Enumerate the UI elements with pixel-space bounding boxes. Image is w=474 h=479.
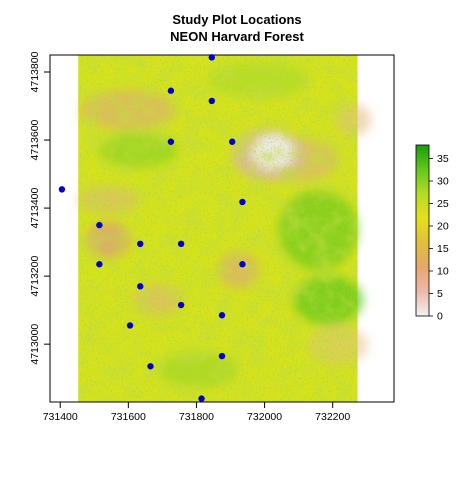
study-plot-point xyxy=(177,301,185,309)
study-plot-point xyxy=(58,186,66,193)
study-plot-point xyxy=(218,352,226,360)
study-plot-point xyxy=(137,283,144,290)
legend-tick-label: 10 xyxy=(437,266,449,278)
study-plot-point xyxy=(126,322,134,329)
y-axis: 4713000 4713200 4713400 4713600 4713800 xyxy=(29,51,50,365)
study-plot-point xyxy=(147,363,154,370)
legend-tick-label: 30 xyxy=(437,176,449,188)
y-tick-label: 4713200 xyxy=(29,256,41,297)
study-plot-points xyxy=(58,54,246,402)
map-title: Study Plot Locations xyxy=(172,12,301,27)
legend: 0 5 10 15 20 25 30 35 xyxy=(415,144,449,323)
legend-colorbar xyxy=(415,144,430,317)
plot-frame xyxy=(49,54,395,403)
x-tick-label: 731800 xyxy=(179,411,214,423)
raster-fine-texture xyxy=(78,55,358,402)
y-tick-label: 4713000 xyxy=(29,324,41,365)
x-tick-label: 731400 xyxy=(43,411,78,423)
study-plot-point xyxy=(167,87,175,94)
study-plot-point xyxy=(218,312,226,319)
study-plot-point xyxy=(239,261,246,268)
study-plot-point xyxy=(137,240,144,248)
study-plot-point xyxy=(96,221,103,229)
x-axis: 731400 731600 731800 732000 732200 xyxy=(43,402,350,423)
x-tick-label: 732200 xyxy=(315,411,350,423)
y-tick-label: 4713800 xyxy=(29,51,41,92)
study-plot-point xyxy=(198,395,205,402)
legend-tick-label: 15 xyxy=(437,243,449,255)
y-tick-label: 4713600 xyxy=(29,119,41,160)
x-tick-label: 731600 xyxy=(111,411,146,423)
study-plot-point xyxy=(96,261,103,268)
study-plot-point xyxy=(229,138,236,145)
y-tick-label: 4713400 xyxy=(29,187,41,228)
study-plot-point xyxy=(208,97,215,105)
study-plot-point xyxy=(167,138,175,145)
legend-tick-label: 0 xyxy=(437,311,443,323)
legend-tick-label: 25 xyxy=(437,198,449,210)
x-tick-label: 732000 xyxy=(247,411,282,423)
legend-tick-label: 35 xyxy=(437,153,449,165)
legend-tick-label: 20 xyxy=(437,221,449,233)
study-plot-point xyxy=(208,54,215,61)
study-plot-point xyxy=(239,198,246,206)
study-plot-point xyxy=(177,240,185,248)
legend-ticks: 0 5 10 15 20 25 30 35 xyxy=(429,153,449,323)
legend-tick-label: 5 xyxy=(437,288,443,300)
map-subtitle: NEON Harvard Forest xyxy=(170,29,304,44)
canopy-height-raster xyxy=(78,55,372,402)
